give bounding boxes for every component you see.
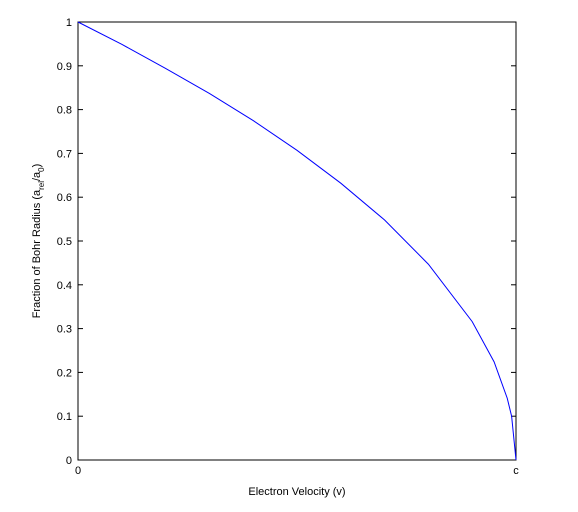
y-tick-label: 0.6 [57, 192, 72, 204]
x-tick-label: c [513, 465, 519, 477]
y-tick-label: 0.9 [57, 61, 72, 73]
y-tick-label: 0.7 [57, 148, 72, 160]
y-tick-label: 0.3 [57, 324, 72, 336]
x-axis-label: Electron Velocity (v) [248, 486, 345, 498]
y-tick-label: 0.4 [57, 280, 72, 292]
y-label-part: Fraction of Bohr Radius (a [31, 189, 43, 318]
y-label-part: /a [31, 171, 43, 181]
y-tick-label: 0 [66, 455, 72, 467]
y-label-part: 0 [37, 167, 46, 172]
y-tick-label: 0.8 [57, 105, 72, 117]
y-tick-label: 0.2 [57, 367, 72, 379]
y-tick-label: 0.1 [57, 411, 72, 423]
y-label-part: rel [37, 181, 46, 190]
y-tick-label: 0.5 [57, 236, 72, 248]
y-label-part: ) [31, 164, 43, 168]
line-series [77, 21, 517, 461]
y-tick-label: 1 [66, 17, 72, 29]
y-axis-label: Fraction of Bohr Radius (arel/a0) [31, 164, 46, 319]
plot-frame [77, 21, 517, 461]
x-tick-label: 0 [75, 465, 81, 477]
